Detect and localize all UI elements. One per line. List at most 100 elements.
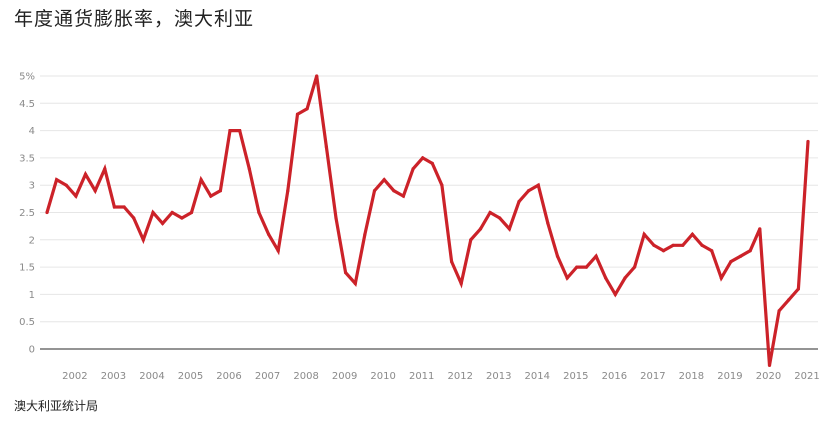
data-point [141,238,145,242]
data-point [604,276,608,280]
y-tick-label: 0 [29,345,35,356]
data-point [112,205,116,209]
data-point [555,254,560,258]
y-tick-label: 1 [29,290,35,301]
data-point [739,254,743,258]
source-note: 澳大利亚统计局 [14,399,99,413]
y-tick-label: 3 [29,181,35,192]
data-point [334,216,338,220]
data-point [170,210,174,215]
x-tick-label: 2020 [756,371,781,382]
data-point [122,205,126,209]
data-point [199,178,203,182]
y-tick-label: 0.5 [19,317,35,328]
x-tick-label: 2002 [62,371,87,382]
data-point [767,363,772,367]
data-point [748,249,752,253]
x-tick-label: 2013 [486,371,511,382]
series-line [45,75,810,366]
data-point [806,139,810,144]
data-point [700,243,704,247]
data-point [642,232,646,236]
series-layer [45,74,810,367]
x-tick-label: 2014 [525,371,550,382]
data-point [180,216,184,220]
data-point [83,172,88,176]
gridlines [40,75,818,350]
x-tick-label: 2019 [717,371,742,382]
data-point [777,309,781,313]
data-point [276,249,280,253]
data-point [305,107,309,111]
x-tick-label: 2018 [679,371,704,382]
data-point [584,265,589,269]
data-point [421,156,425,160]
data-point [787,298,791,302]
data-point [218,189,222,193]
data-point [132,216,136,220]
data-point [575,265,579,269]
data-point [324,145,328,149]
data-point [690,232,695,236]
data-point [401,194,405,198]
data-point [796,287,801,291]
y-tick-label: 1.5 [19,263,35,274]
x-tick-label: 2004 [139,371,164,382]
data-point [238,129,242,133]
data-point [93,189,97,193]
data-point [507,227,511,231]
x-tick-label: 2007 [255,371,280,382]
x-tick-label: 2008 [293,371,318,382]
data-point [151,210,155,215]
data-point [344,271,348,275]
data-point [652,243,656,247]
data-point [719,276,723,280]
data-point [681,243,685,247]
data-point [267,232,271,236]
data-point [45,210,49,215]
x-tick-label: 2015 [563,371,588,382]
data-point [546,221,550,225]
x-tick-label: 2003 [101,371,126,382]
x-tick-label: 2010 [370,371,395,382]
data-point [671,243,675,247]
data-point [411,167,415,171]
data-point [209,194,213,198]
x-tick-label: 2016 [602,371,627,382]
data-point [74,194,78,198]
chart-title: 年度通货膨胀率，澳大利亚 [14,8,255,30]
data-point [450,260,454,264]
data-point [392,189,396,193]
x-tick-label: 2011 [409,371,434,382]
data-point [758,227,762,231]
data-point [469,238,473,242]
data-point [633,265,637,269]
data-point [64,183,68,187]
x-tick-label: 2017 [640,371,665,382]
x-tick-label: 2021 [794,371,819,382]
x-tick-label: 2006 [216,371,241,382]
data-point [565,276,569,280]
y-tick-label: 5% [19,72,35,83]
y-tick-label: 4 [29,126,35,137]
data-point [623,276,627,280]
data-point [247,167,251,171]
x-axis-tick-labels: 2002 2003 2004 2005 2006 2007 2008 2009 2010 2011… [62,371,820,382]
data-point [440,183,444,187]
y-tick-label: 2.5 [19,208,35,219]
data-point [372,189,377,193]
data-point [286,189,290,193]
data-point [527,189,531,193]
data-point [517,200,521,204]
data-point [430,161,434,165]
data-point [103,167,107,171]
y-axis-tick-labels: 5% 4.5 4 3.5 3 2.5 2 1.5 1 0.5 0 [19,72,35,356]
data-point [315,74,319,78]
y-tick-label: 2 [29,235,35,246]
data-point [498,216,502,220]
y-tick-label: 3.5 [19,153,35,164]
data-point [295,112,300,116]
data-point [257,210,261,215]
x-tick-label: 2005 [178,371,203,382]
data-point [613,292,617,296]
